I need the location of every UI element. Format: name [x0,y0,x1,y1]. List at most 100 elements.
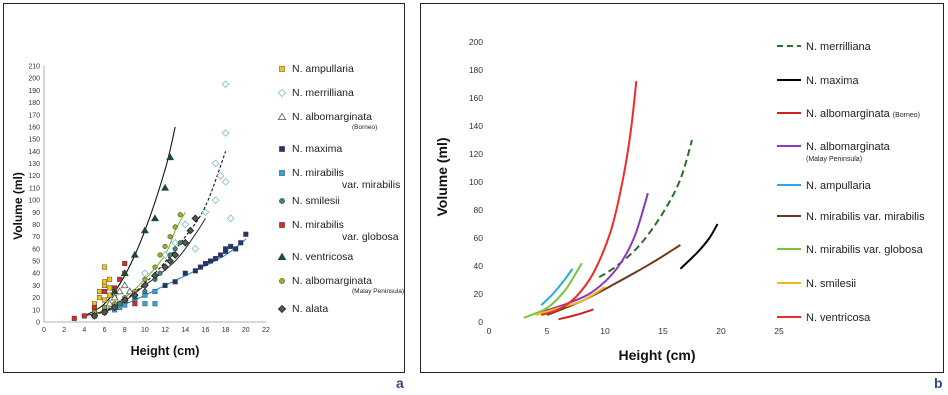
scatter-point [152,264,158,270]
scatter-point [110,287,119,295]
scatter-point [166,153,175,161]
fit-curve [84,126,176,317]
legend-label: N. ventricosa [806,312,871,324]
scatter-point [122,260,128,266]
scatter-point [141,281,149,290]
scatter-point [161,183,170,191]
y-tick-label: 20 [32,295,40,302]
y-tick-label: 200 [469,37,483,47]
legend-label: N. albomarginata [806,141,891,153]
scatter-point [102,264,108,270]
scatter-point [107,292,113,298]
legend-marker [277,252,287,261]
y-tick-label: 140 [469,121,483,131]
y-tick-label: 20 [474,289,484,299]
scatter-point [152,301,158,307]
x-tick-label: 15 [658,326,668,336]
series-line [598,139,693,279]
legend-label: N. mirabilis var. globosa [806,244,924,256]
scatter-point [238,240,244,246]
scatter-point [181,238,190,247]
legend-label: N. merrilliana [806,41,872,53]
scatter-point [233,246,239,252]
scatter-point [132,301,138,307]
y-tick-label: 40 [474,261,484,271]
legend-label: N. ampullaria [292,63,354,75]
scatter-point [181,220,190,229]
legend-marker [277,88,287,98]
series-line [535,286,606,316]
scatter-point [157,270,163,276]
panel-label-b: b [934,375,943,391]
legend-label: N. albomarginata (Borneo) [806,108,920,120]
y-tick-label: 160 [28,124,40,131]
x-axis-title: Height (cm) [619,347,696,363]
legend-marker [277,112,287,120]
y-tick-label: 60 [474,233,484,243]
scatter-point [207,258,213,264]
x-tick-label: 10 [141,327,149,334]
y-tick-label: 120 [469,149,483,159]
scatter-point [172,246,178,252]
x-tick-label: 4 [82,327,86,334]
scatter-point [213,256,219,262]
series-line [558,308,594,321]
scatter-point [96,289,102,295]
scatter-point [142,301,148,307]
x-tick-label: 22 [262,327,270,334]
y-tick-label: 80 [32,222,40,229]
y-tick-label: 200 [28,76,40,83]
legend-sublabel: var. mirabilis [342,179,400,191]
legend-sublabel: (Malay Peninsula) [806,156,862,163]
scatter-point [223,246,229,252]
chart-a-legend: N. ampullaria N. merrilliana N. albomargin… [277,63,404,315]
scatter-point [202,260,208,266]
y-tick-label: 70 [32,234,40,241]
scatter-point [171,251,180,259]
x-tick-label: 10 [600,326,610,336]
y-tick-label: 210 [28,64,40,71]
legend-label: N. smilesii [292,195,340,207]
chart-panel-b: 0 5 10 15 20 25 0 20 40 60 80 100 120 140 160 180 200 Hei… [420,3,944,373]
scatter-point [221,177,230,186]
scatter-point [71,315,77,321]
scatter-point [152,289,158,295]
scatter-point [211,159,220,168]
scatter-point [226,214,235,223]
scatter-point [167,234,173,240]
chart-a-svg: 0 2 4 6 8 10 12 14 16 18 20 22 0 10 20 30 40 50 60 70 80 90 10… [11,63,404,358]
scatter-point [191,214,200,223]
series-line [679,223,719,270]
legend-label: N. maxima [292,143,342,155]
series-line [540,81,638,316]
legend-sublabel: (Borneo) [893,112,920,119]
y-tick-label: 160 [469,93,483,103]
y-tick-label: 50 [32,259,40,266]
scatter-point [161,263,169,272]
scatter-point [151,271,159,280]
scatter-point [96,295,102,301]
y-tick-label: 0 [36,320,40,327]
scatter-point [81,313,87,319]
x-tick-label: 16 [202,327,210,334]
scatter-point [150,214,160,222]
legend-sublabel: var. globosa [342,231,399,243]
scatter-point [107,276,113,282]
legend-sublabel: (Borneo) [352,124,377,131]
chart-b-svg: 0 5 10 15 20 25 0 20 40 60 80 100 120 140 160 180 200 Hei… [434,37,925,363]
series-line [540,268,574,306]
scatter-point [130,250,139,258]
scatter-point [162,243,168,249]
scatter-point [102,279,108,285]
y-axis-title: Volume (ml) [434,137,450,216]
legend-label: N. albomarginata [292,111,372,123]
scatter-point [186,226,195,235]
x-tick-label: 0 [487,326,492,336]
x-tick-label: 25 [774,326,784,336]
scatter-point [162,282,168,288]
x-tick-label: 20 [242,327,250,334]
legend-label: N. albomarginata [292,275,372,287]
legend-marker [279,222,285,228]
legend-label: N. ampullaria [806,180,872,192]
